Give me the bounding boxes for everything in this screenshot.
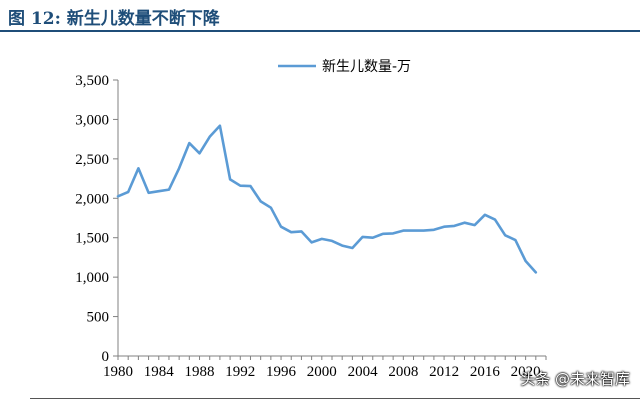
x-tick-label: 1992 <box>225 364 255 380</box>
y-tick-label: 0 <box>102 349 110 365</box>
legend: 新生儿数量-万 <box>278 59 411 75</box>
y-axis: 0 500 1,000 1,500 2,000 2,500 3,000 3,500 <box>75 73 119 365</box>
y-tick-label: 1,500 <box>75 231 109 247</box>
x-tick-label: 1984 <box>144 364 175 380</box>
x-tick-label: 2000 <box>307 364 337 380</box>
bottom-rule <box>30 398 640 399</box>
figure-title: 图 12: 新生儿数量不断下降 <box>8 9 220 29</box>
x-tick-label: 2008 <box>388 364 418 380</box>
y-tick-label: 3,000 <box>75 112 109 128</box>
y-tick-label: 2,500 <box>75 152 109 168</box>
x-tick-label: 1996 <box>266 364 297 380</box>
x-tick-label: 1988 <box>185 364 215 380</box>
x-axis: 1980 1984 1988 1992 1996 2000 2004 2008 2012 2016… <box>103 355 547 380</box>
plot-area <box>116 124 538 274</box>
y-tick-label: 3,500 <box>75 73 109 89</box>
x-tick-label: 1980 <box>103 364 133 380</box>
title-rule <box>0 30 640 32</box>
watermark: 头条 @未来智库 <box>520 370 630 388</box>
x-tick-label: 2020 <box>511 364 541 380</box>
y-tick-label: 1,000 <box>75 270 109 286</box>
y-tick-label: 500 <box>87 310 110 326</box>
series-line <box>116 124 538 274</box>
x-tick-label: 2004 <box>348 364 379 380</box>
x-tick-label: 2012 <box>429 364 459 380</box>
y-tick-label: 2,000 <box>75 191 109 207</box>
legend-label: 新生儿数量-万 <box>322 59 411 75</box>
x-tick-label: 2016 <box>470 364 501 380</box>
